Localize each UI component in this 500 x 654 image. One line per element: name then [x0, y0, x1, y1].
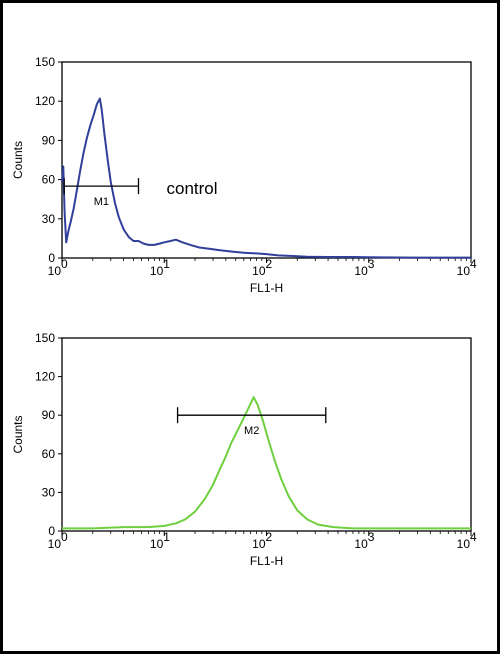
gate-label: M2 — [244, 425, 259, 437]
x-axis-label: FL1-H — [250, 554, 283, 568]
x-tick-label-exponent: 1 — [163, 530, 170, 544]
x-tick-label-base: 10 — [252, 264, 266, 278]
x-tick-label-exponent: 3 — [368, 257, 375, 271]
x-tick-label-base: 10 — [48, 264, 62, 278]
y-axis-label: Counts — [11, 415, 25, 453]
x-tick-label-base: 10 — [150, 264, 164, 278]
histogram-line-series-1 — [62, 396, 471, 530]
x-tick-label-base: 10 — [354, 537, 368, 551]
x-tick-label-base: 10 — [457, 264, 471, 278]
x-tick-label-exponent: 2 — [266, 530, 273, 544]
x-axis-label: FL1-H — [250, 281, 283, 295]
x-tick-label-base: 10 — [354, 264, 368, 278]
y-tick-label: 120 — [35, 94, 55, 108]
annotation-label: control — [167, 179, 218, 198]
y-tick-label: 60 — [42, 447, 56, 461]
gate-marker-m1: M1 — [63, 178, 140, 208]
y-tick-label: 0 — [48, 524, 55, 538]
x-tick-label-base: 10 — [252, 537, 266, 551]
y-tick-label: 60 — [42, 173, 56, 187]
y-axis-label: Counts — [11, 141, 25, 179]
x-tick-label-base: 10 — [150, 537, 164, 551]
x-tick-label-exponent: 4 — [470, 530, 477, 544]
y-tick-label: 30 — [42, 485, 56, 499]
x-tick-label-base: 10 — [48, 537, 62, 551]
y-tick-label: 120 — [35, 370, 55, 384]
y-tick-label: 90 — [42, 133, 56, 147]
y-tick-label: 0 — [48, 251, 55, 265]
x-tick-label-base: 10 — [457, 537, 471, 551]
y-tick-label: 150 — [35, 55, 55, 69]
x-tick-label-exponent: 3 — [368, 530, 375, 544]
x-tick-label-exponent: 1 — [163, 257, 170, 271]
gate-marker-m2: M2 — [176, 407, 327, 437]
x-tick-label-exponent: 0 — [61, 530, 68, 544]
x-tick-label-exponent: 0 — [61, 257, 68, 271]
y-tick-label: 150 — [35, 331, 55, 345]
histogram-line-series-1 — [61, 97, 471, 259]
gate-label: M1 — [94, 196, 109, 208]
x-tick-label-exponent: 4 — [470, 257, 477, 271]
x-tick-label-exponent: 2 — [266, 257, 273, 271]
y-tick-label: 30 — [42, 212, 56, 226]
y-tick-label: 90 — [42, 408, 56, 422]
